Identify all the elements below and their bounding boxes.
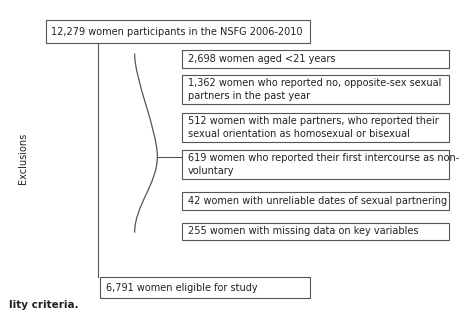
Text: lity criteria.: lity criteria. <box>9 300 79 310</box>
Text: 2,698 women aged <21 years: 2,698 women aged <21 years <box>188 54 336 64</box>
FancyBboxPatch shape <box>182 113 448 141</box>
Text: 512 women with male partners, who reported their
sexual orientation as homosexua: 512 women with male partners, who report… <box>188 116 438 139</box>
Text: 42 women with unreliable dates of sexual partnering: 42 women with unreliable dates of sexual… <box>188 196 447 206</box>
FancyBboxPatch shape <box>182 223 448 240</box>
FancyBboxPatch shape <box>182 192 448 210</box>
Text: 12,279 women participants in the NSFG 2006-2010: 12,279 women participants in the NSFG 20… <box>51 26 303 36</box>
FancyBboxPatch shape <box>182 50 448 68</box>
Text: 6,791 women eligible for study: 6,791 women eligible for study <box>106 283 257 293</box>
Text: Exclusions: Exclusions <box>18 133 28 184</box>
FancyBboxPatch shape <box>182 75 448 104</box>
FancyBboxPatch shape <box>46 20 310 43</box>
Text: 1,362 women who reported no, opposite-sex sexual
partners in the past year: 1,362 women who reported no, opposite-se… <box>188 78 441 101</box>
Text: 255 women with missing data on key variables: 255 women with missing data on key varia… <box>188 226 419 236</box>
Text: 619 women who reported their first intercourse as non-
voluntary: 619 women who reported their first inter… <box>188 153 459 176</box>
FancyBboxPatch shape <box>100 277 310 298</box>
FancyBboxPatch shape <box>182 150 448 179</box>
